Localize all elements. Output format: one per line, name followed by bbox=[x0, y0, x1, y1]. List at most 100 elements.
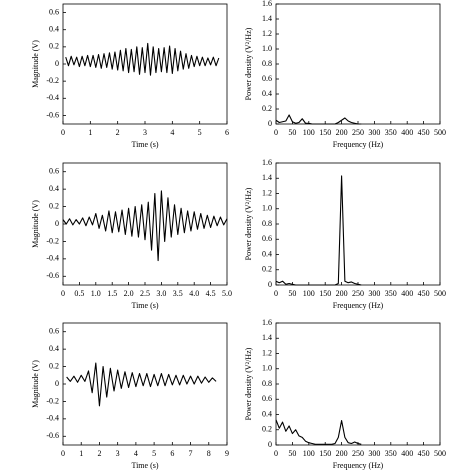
y-tick-label: 0.6 bbox=[262, 74, 272, 83]
y-tick-label: 1.2 bbox=[262, 29, 272, 38]
x-tick-label: 450 bbox=[418, 128, 430, 137]
y-tick-label: 1.0 bbox=[262, 204, 272, 213]
plot-frame bbox=[62, 162, 228, 286]
x-tick-label: 350 bbox=[385, 449, 397, 458]
y-tick-label: 0.4 bbox=[262, 249, 272, 258]
y-tick-label: 0.2 bbox=[262, 425, 272, 434]
y-tick-label: 0.2 bbox=[262, 104, 272, 113]
x-tick-label: 100 bbox=[303, 289, 315, 298]
y-tick-label: -0.2 bbox=[46, 396, 59, 405]
x-tick-label: 250 bbox=[352, 289, 364, 298]
x-tick-label: 4.5 bbox=[206, 289, 216, 298]
x-tick-label: 3 bbox=[116, 449, 120, 458]
x-axis-title: Frequency (Hz) bbox=[333, 140, 384, 149]
x-tick-label: 250 bbox=[352, 128, 364, 137]
y-tick-label: 0.8 bbox=[262, 59, 272, 68]
x-axis-title: Time (s) bbox=[131, 461, 158, 470]
x-tick-label: 2.0 bbox=[124, 289, 134, 298]
y-tick-label: 0 bbox=[55, 219, 59, 228]
y-axis-title: Magnitude (V) bbox=[31, 40, 40, 88]
signal-line bbox=[65, 42, 220, 76]
y-tick-label: -0.6 bbox=[46, 110, 59, 119]
y-tick-label: 0 bbox=[268, 440, 272, 449]
signal-line bbox=[275, 114, 362, 125]
x-tick-label: 150 bbox=[319, 128, 331, 137]
y-tick-label: 0.2 bbox=[262, 265, 272, 274]
y-tick-label: 1.6 bbox=[262, 158, 272, 167]
x-tick-label: 0.5 bbox=[74, 289, 84, 298]
x-tick-label: 450 bbox=[418, 449, 430, 458]
plot-frame bbox=[275, 322, 441, 446]
x-tick-label: 3.5 bbox=[173, 289, 183, 298]
x-tick-label: 2.5 bbox=[140, 289, 150, 298]
x-tick-label: 300 bbox=[368, 449, 380, 458]
y-axis-title: Magnitude (V) bbox=[31, 360, 40, 408]
y-tick-label: 0.6 bbox=[262, 234, 272, 243]
x-tick-label: 5 bbox=[152, 449, 156, 458]
x-axis-title: Frequency (Hz) bbox=[333, 301, 384, 310]
x-tick-label: 400 bbox=[401, 449, 413, 458]
x-tick-label: 350 bbox=[385, 128, 397, 137]
x-tick-label: 1.0 bbox=[91, 289, 101, 298]
x-tick-label: 5.0 bbox=[222, 289, 232, 298]
x-tick-label: 50 bbox=[288, 289, 296, 298]
x-tick-label: 150 bbox=[319, 289, 331, 298]
x-tick-label: 3 bbox=[143, 128, 147, 137]
y-tick-label: 1.6 bbox=[262, 0, 272, 8]
x-tick-label: 50 bbox=[288, 128, 296, 137]
x-tick-label: 7 bbox=[189, 449, 193, 458]
y-tick-label: -0.2 bbox=[46, 236, 59, 245]
x-tick-label: 400 bbox=[401, 289, 413, 298]
x-axis-title: Time (s) bbox=[131, 140, 158, 149]
y-tick-label: 0.2 bbox=[49, 42, 59, 51]
y-tick-label: 0.4 bbox=[262, 89, 272, 98]
x-tick-label: 1 bbox=[79, 449, 83, 458]
y-tick-label: -0.6 bbox=[46, 431, 59, 440]
y-tick-label: 0 bbox=[268, 280, 272, 289]
x-tick-label: 4 bbox=[170, 128, 174, 137]
x-tick-label: 400 bbox=[401, 128, 413, 137]
y-tick-label: 0.6 bbox=[49, 327, 59, 336]
x-tick-label: 200 bbox=[336, 289, 348, 298]
y-tick-label: 1.4 bbox=[262, 173, 272, 182]
x-tick-label: 500 bbox=[434, 128, 446, 137]
y-tick-label: -0.6 bbox=[46, 271, 59, 280]
x-tick-label: 9 bbox=[225, 449, 229, 458]
y-tick-label: 0.2 bbox=[49, 361, 59, 370]
y-tick-label: -0.4 bbox=[46, 93, 59, 102]
y-tick-label: -0.2 bbox=[46, 76, 59, 85]
x-tick-label: 6 bbox=[225, 128, 229, 137]
signal-line bbox=[275, 175, 362, 286]
x-tick-label: 8 bbox=[207, 449, 211, 458]
y-tick-label: 0.6 bbox=[49, 7, 59, 16]
x-tick-label: 0 bbox=[274, 289, 278, 298]
x-tick-label: 0 bbox=[61, 128, 65, 137]
x-axis-title: Time (s) bbox=[131, 301, 158, 310]
x-tick-label: 0 bbox=[61, 449, 65, 458]
x-tick-label: 0 bbox=[61, 289, 65, 298]
y-tick-label: -0.4 bbox=[46, 414, 59, 423]
x-tick-label: 50 bbox=[288, 449, 296, 458]
x-tick-label: 0 bbox=[274, 128, 278, 137]
plot-frame bbox=[62, 3, 228, 125]
x-tick-label: 150 bbox=[319, 449, 331, 458]
x-axis-title: Frequency (Hz) bbox=[333, 461, 384, 470]
x-tick-label: 0 bbox=[274, 449, 278, 458]
y-tick-label: 1.6 bbox=[262, 318, 272, 327]
x-tick-label: 2 bbox=[97, 449, 101, 458]
y-axis-title: Magnitude (V) bbox=[31, 200, 40, 248]
x-tick-label: 200 bbox=[336, 128, 348, 137]
signal-line bbox=[275, 419, 362, 445]
y-tick-label: 1.0 bbox=[262, 364, 272, 373]
y-tick-label: 0.4 bbox=[262, 409, 272, 418]
x-tick-label: 500 bbox=[434, 289, 446, 298]
x-tick-label: 100 bbox=[303, 128, 315, 137]
y-tick-label: 1.2 bbox=[262, 348, 272, 357]
plot-frame bbox=[275, 3, 441, 125]
y-tick-label: 0.8 bbox=[262, 379, 272, 388]
y-axis-title: Power density (V²/Hz) bbox=[244, 347, 253, 420]
y-tick-label: 0 bbox=[55, 59, 59, 68]
y-tick-label: 0.6 bbox=[49, 167, 59, 176]
y-tick-label: 0.8 bbox=[262, 219, 272, 228]
